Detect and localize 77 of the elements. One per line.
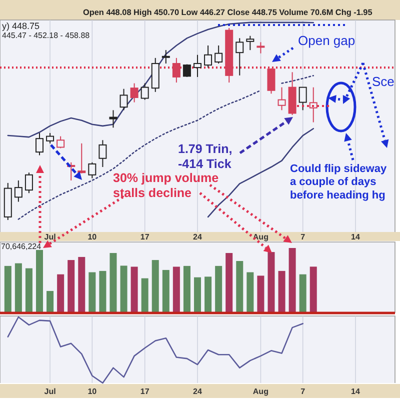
x-tick-label: Jul (44, 232, 56, 242)
candlestick (88, 162, 96, 179)
x-tick-label: 14 (351, 387, 360, 396)
x-tick-label: 17 (140, 232, 150, 242)
candlestick (140, 82, 149, 100)
annotation: 70,646,224 (1, 242, 42, 251)
bar (141, 278, 148, 313)
annotation: Open gap (298, 33, 356, 48)
bar (4, 266, 12, 313)
bar (25, 268, 32, 313)
annotation: 445.47 - 452.18 - 458.88 (2, 31, 90, 40)
bar (130, 266, 138, 313)
bar (99, 270, 106, 313)
candlestick (56, 136, 65, 149)
bar (110, 253, 117, 313)
bar (257, 276, 264, 313)
candlestick (236, 38, 244, 76)
bar (57, 274, 64, 313)
annotation: Sce (372, 74, 394, 89)
bar (215, 266, 222, 313)
candlestick (98, 140, 107, 168)
bar (172, 266, 180, 313)
bar (68, 260, 75, 313)
candlestick (162, 50, 170, 64)
candlestick (194, 54, 202, 78)
candlestick (256, 42, 265, 54)
x-tick-label: 14 (351, 232, 360, 242)
bar (278, 270, 286, 313)
annotation: Could flip sideway a couple of days before heading hg (290, 163, 388, 202)
candlestick (109, 110, 118, 128)
x-tick-label: 17 (140, 387, 150, 396)
candlestick (278, 86, 286, 111)
x-tick-label: 7 (300, 387, 306, 396)
candlestick (267, 68, 276, 94)
bar (236, 261, 244, 313)
bar (14, 263, 22, 313)
x-tick-label: Aug (252, 232, 269, 242)
candlestick (130, 82, 138, 103)
bar (194, 277, 201, 313)
bar (162, 270, 170, 313)
bar (299, 274, 306, 313)
annotation: y) 448.75 (2, 21, 40, 31)
bar (288, 248, 296, 313)
annotation: 1.79 Trin, -414 Tick (178, 142, 232, 171)
candlestick (214, 44, 223, 64)
x-tick-label: 24 (193, 387, 202, 396)
bar (78, 256, 86, 313)
x-tick-label: Aug (252, 387, 269, 396)
candlestick (120, 88, 128, 111)
x-tick-label: 10 (88, 232, 98, 242)
candlestick (24, 172, 33, 194)
bar (36, 250, 43, 313)
x-tick-label: 24 (193, 232, 202, 242)
candlestick (14, 180, 22, 202)
candlestick (172, 57, 180, 84)
candlestick (298, 86, 307, 111)
bar (226, 253, 233, 313)
bar (310, 266, 317, 313)
chart-subtitle: Open 448.08 High 450.70 Low 446.27 Close 448.75 Volume 70.6M Chg -1.95 (83, 8, 373, 17)
bar (204, 276, 212, 313)
candlestick (182, 64, 191, 78)
annotation: 30% jump volume stalls decline (113, 171, 219, 200)
bar (46, 290, 54, 313)
bar (120, 266, 128, 313)
candlestick (246, 35, 254, 51)
candlestick (36, 132, 44, 156)
x-tick-label: 7 (300, 232, 306, 242)
x-tick-label: Jul (44, 387, 56, 396)
candlestick (46, 132, 54, 144)
candlestick (78, 142, 86, 174)
candlestick (204, 44, 212, 68)
candlestick (309, 86, 318, 123)
bar (152, 260, 159, 313)
bar (88, 272, 96, 313)
bar (183, 266, 190, 313)
bar (246, 272, 254, 313)
x-tick-label: 10 (88, 387, 98, 396)
